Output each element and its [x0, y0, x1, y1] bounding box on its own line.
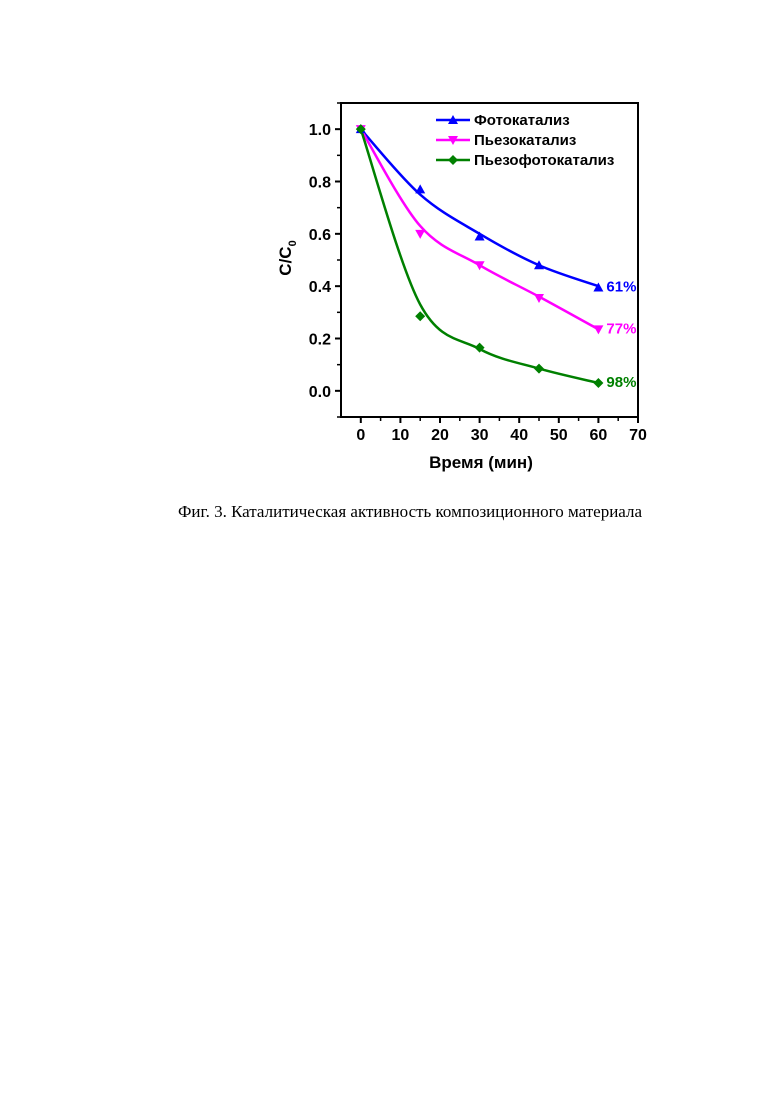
y-tick-label: 0.4	[309, 279, 331, 296]
x-tick-label: 10	[392, 427, 410, 444]
data-point-series-2	[534, 364, 544, 374]
y-tick-label: 0.2	[309, 332, 331, 349]
y-axis-label: C/C0	[276, 240, 299, 275]
legend-label-1: Пьезокатализ	[474, 132, 576, 149]
end-label-series-2: 98%	[606, 374, 636, 391]
end-label-series-0: 61%	[606, 278, 636, 295]
y-axis-label-subscript: 0	[287, 240, 299, 246]
data-point-series-0	[415, 184, 425, 193]
data-point-series-1	[415, 230, 425, 239]
data-point-series-2	[593, 378, 603, 388]
x-tick-label: 70	[629, 427, 647, 444]
x-tick-label: 20	[431, 427, 449, 444]
legend-label-0: Фотокатализ	[474, 112, 570, 129]
y-axis-label-main: C/C	[276, 246, 295, 275]
x-tick-label: 40	[510, 427, 528, 444]
x-tick-label: 60	[590, 427, 608, 444]
x-tick-label: 0	[356, 427, 365, 444]
y-tick-label: 0.6	[309, 227, 331, 244]
legend-marker-2	[448, 155, 458, 165]
data-point-series-1	[593, 325, 603, 334]
end-label-series-1: 77%	[606, 320, 636, 337]
chart: 0 10 20 30 40 50 60 70 0.0 0.2 0.4 0.6 0.8 1.0 61% 77%…	[0, 0, 780, 490]
x-tick-label: 30	[471, 427, 489, 444]
figure-caption: Фиг. 3. Каталитическая активность композ…	[0, 502, 780, 522]
y-tick-label: 0.0	[309, 384, 331, 401]
x-axis-label: Время (мин)	[429, 453, 533, 472]
legend-label-2: Пьезофотокатализ	[474, 152, 614, 169]
x-tick-label: 50	[550, 427, 568, 444]
y-tick-label: 0.8	[309, 175, 331, 192]
data-point-series-1	[475, 261, 485, 270]
y-tick-label: 1.0	[309, 122, 331, 139]
plot-frame	[341, 103, 638, 417]
